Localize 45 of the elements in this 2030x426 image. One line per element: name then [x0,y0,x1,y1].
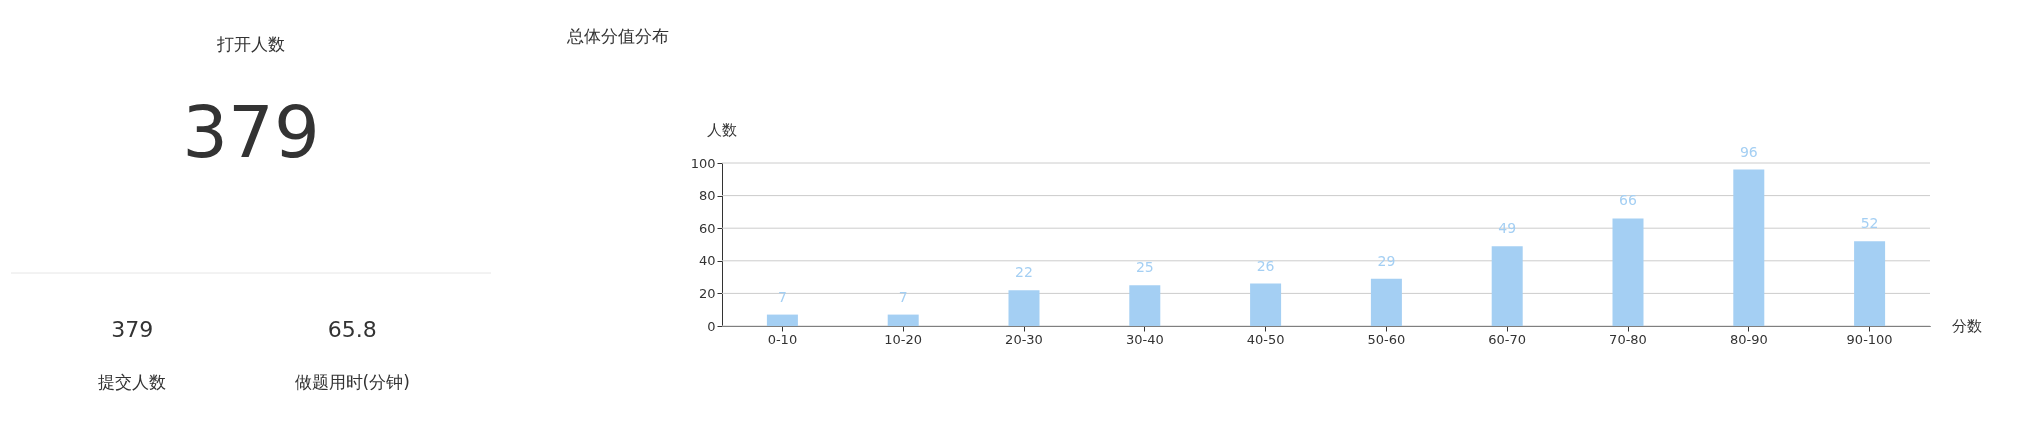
y-tick-label: 100 [690,155,716,171]
x-tick-label: 20-30 [1005,331,1043,347]
x-tick-label: 50-60 [1367,331,1406,347]
x-tick-label: 80-90 [1729,331,1768,347]
x-tick-label: 0-10 [767,331,798,347]
x-tick-label: 10-20 [884,331,923,347]
text: 提交人数 [98,372,167,392]
bar [1612,218,1644,326]
text: 打开人数 [216,34,285,54]
x-tick-label: 30-40 [1125,331,1164,347]
bar [1854,241,1886,326]
y-axis-title: 人数 [707,121,737,139]
x-tick-label: 90-100 [1846,331,1893,347]
text: 65.8 [327,317,377,342]
x-tick-label: 40-50 [1246,331,1285,347]
y-tick-label: 60 [698,220,716,236]
text: 379 [182,90,320,174]
text: 做题用时(分钟) [294,372,410,392]
bar [1129,285,1161,326]
bar [1250,283,1282,326]
y-tick-label: 0 [707,318,716,334]
data-label: 52 [1860,215,1879,232]
data-label: 29 [1377,252,1396,269]
data-label: 7 [777,288,787,305]
bar [887,314,919,326]
text: 379 [111,317,154,342]
data-label: 25 [1135,259,1154,276]
data-label: 96 [1739,143,1758,160]
bar [1008,290,1040,326]
data-label: 26 [1256,257,1275,274]
bar [1491,246,1523,326]
data-label: 7 [898,288,908,305]
data-label: 22 [1015,264,1033,281]
data-label: 49 [1498,220,1517,237]
data-label: 66 [1619,192,1637,209]
x-axis-title: 分数 [1952,317,1982,335]
bar [1733,169,1765,326]
chart-title: 总体分值分布 [566,26,669,46]
x-tick-label: 60-70 [1488,331,1527,347]
y-tick-label: 20 [698,285,716,301]
y-tick-label: 40 [698,253,716,269]
x-tick-label: 70-80 [1609,331,1647,347]
bar [1370,278,1402,326]
bar [766,314,798,326]
y-tick-label: 80 [698,188,716,204]
